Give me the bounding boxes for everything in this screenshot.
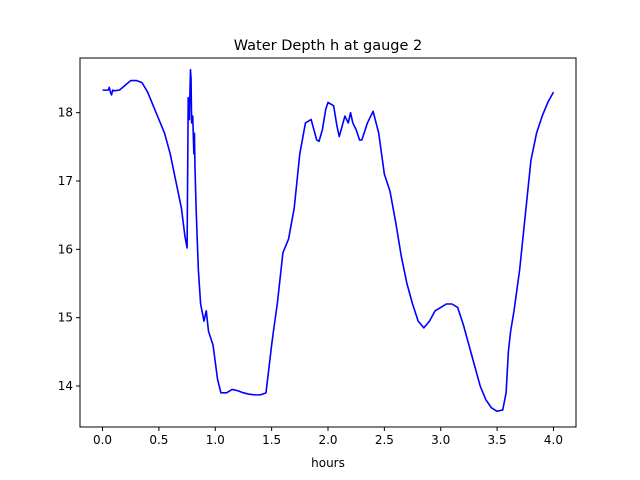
- series-line-0: [102, 68, 555, 413]
- x-tick-label: 1.5: [262, 433, 281, 447]
- y-axis: 14 15 16 17 18: [58, 106, 80, 393]
- x-tick-label: 3.5: [488, 433, 507, 447]
- x-tick-label: 4.0: [544, 433, 563, 447]
- y-tick-label: 15: [58, 311, 73, 325]
- x-tick-label: 2.0: [318, 433, 337, 447]
- x-tick-label: 1.0: [206, 433, 225, 447]
- chart-title: Water Depth h at gauge 2: [234, 38, 422, 54]
- plot-area: [79, 57, 577, 428]
- x-tick-label: 0.5: [149, 433, 168, 447]
- x-tick-label: 3.0: [431, 433, 450, 447]
- x-axis-label: hours: [311, 456, 345, 470]
- y-tick-label: 18: [58, 106, 73, 120]
- y-tick-label: 14: [58, 379, 73, 393]
- x-axis: 0.0 0.5 1.0 1.5 2.0 2.5 3.0 3.5 4.0: [93, 427, 563, 447]
- plot-frame: [79, 57, 577, 428]
- y-tick-label: 16: [58, 242, 73, 256]
- x-tick-label: 0.0: [93, 433, 112, 447]
- y-tick-label: 17: [58, 174, 73, 188]
- x-tick-label: 2.5: [375, 433, 394, 447]
